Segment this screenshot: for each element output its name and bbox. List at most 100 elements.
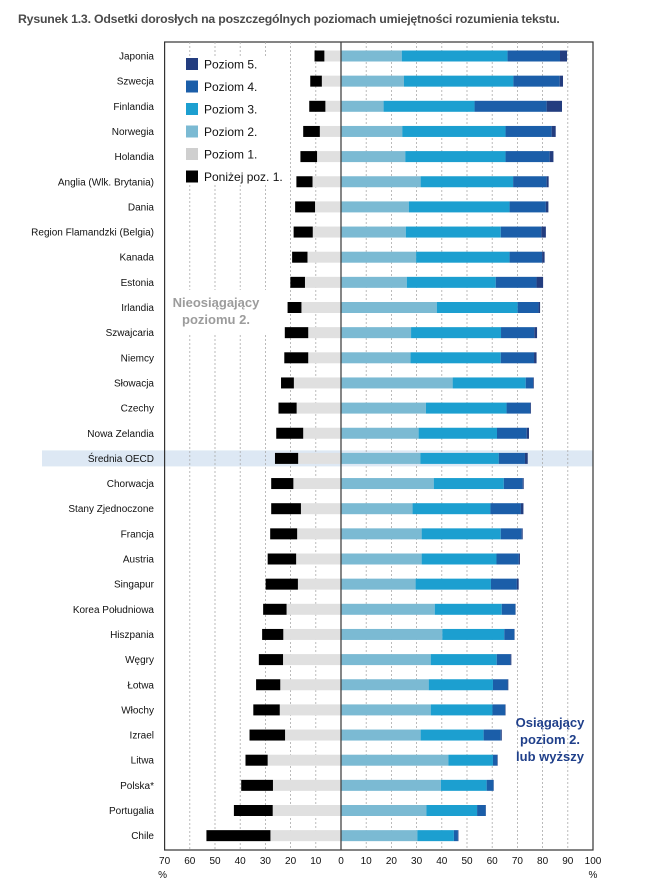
bar-segment <box>278 402 297 414</box>
category-label: Finlandia <box>113 102 154 113</box>
category-label: Anglia (Wlk. Brytania) <box>58 177 154 188</box>
legend-label: Poziom 5. <box>204 58 257 72</box>
bar-segment <box>405 151 506 163</box>
bar-segment <box>284 352 309 364</box>
bar-segment <box>415 578 491 590</box>
x-tick-label: 40 <box>235 856 247 867</box>
bar-segment <box>411 327 502 339</box>
bar-segment <box>421 553 497 565</box>
bar-segment <box>245 754 268 766</box>
x-tick-label: 0 <box>338 856 344 867</box>
bar-segment <box>283 628 341 640</box>
bar-segment <box>341 578 416 590</box>
bar-segment <box>457 830 459 842</box>
bar-segment <box>416 251 510 263</box>
bar-segment <box>206 830 271 842</box>
bar-segment <box>530 402 532 414</box>
category-label: Włochy <box>121 705 154 716</box>
bar-segment <box>496 553 519 565</box>
bar-segment <box>533 377 534 389</box>
bar-segment <box>296 176 313 188</box>
bar-segment <box>319 125 341 137</box>
bar-segment <box>293 226 313 238</box>
bar-segment <box>440 779 487 791</box>
bar-segment <box>321 75 341 87</box>
category-label: Średnia OECD <box>88 452 154 465</box>
bar-segment <box>526 427 529 439</box>
bar-segment <box>513 75 560 87</box>
bar-segment <box>505 704 506 716</box>
bar-segment <box>341 125 403 137</box>
bar-segment <box>412 503 491 515</box>
bar-segment <box>501 603 516 615</box>
bar-segment <box>549 151 554 163</box>
bar-segment <box>271 478 294 490</box>
bar-segment <box>504 628 515 640</box>
bar-segment <box>383 100 475 112</box>
bar-segment <box>304 276 341 288</box>
bar-segment <box>267 553 297 565</box>
x-tick-label: 20 <box>386 856 398 867</box>
bar-segment <box>453 830 458 842</box>
bar-segment <box>341 628 443 640</box>
bar-segment <box>483 729 501 741</box>
bar-segment <box>279 704 341 716</box>
bar-segment <box>495 276 537 288</box>
bar-segment <box>298 452 341 464</box>
annotation-not-reaching-level-2: poziomu 2. <box>182 312 250 327</box>
bar-segment <box>341 226 406 238</box>
category-label: Szwajcaria <box>106 328 155 339</box>
bar-segment <box>341 427 419 439</box>
x-tick-label: 50 <box>209 856 221 867</box>
bar-segment <box>500 729 502 741</box>
bar-segment <box>510 654 512 666</box>
bar-segment <box>341 100 384 112</box>
bar-segment <box>341 729 421 741</box>
bar-segment <box>428 679 493 691</box>
x-tick-label: 100 <box>585 856 602 867</box>
bar-segment <box>525 377 534 389</box>
bar-segment <box>303 125 320 137</box>
bar-segment <box>297 528 341 540</box>
bar-segment <box>492 704 506 716</box>
bar-segment <box>506 402 531 414</box>
bar-segment <box>545 201 549 213</box>
bar-segment <box>341 402 426 414</box>
bar-segment <box>538 302 541 313</box>
bar-segment <box>287 302 302 313</box>
bar-segment <box>309 100 326 112</box>
category-label: Chile <box>131 831 154 842</box>
bar-segment <box>474 100 547 112</box>
category-label: Japonia <box>119 52 154 63</box>
bar-segment <box>241 779 273 791</box>
category-label: Słowacja <box>114 378 154 389</box>
legend-swatch <box>186 80 198 93</box>
legend-swatch <box>186 58 198 70</box>
bar-segment <box>297 578 341 590</box>
bar-segment <box>283 654 341 666</box>
category-label: Szwecja <box>117 77 155 88</box>
x-tick-label: 40 <box>436 856 448 867</box>
legend-label: Poziom 1. <box>204 148 257 162</box>
category-label: Holandia <box>115 152 155 163</box>
bar-segment <box>307 251 341 263</box>
bar-segment <box>341 151 406 163</box>
bar-segment <box>341 50 402 62</box>
bar-segment <box>452 377 526 389</box>
bar-segment <box>314 50 325 62</box>
legend-label: Poziom 3. <box>204 103 257 117</box>
category-label: Izrael <box>130 731 154 742</box>
bar-segment <box>281 377 294 389</box>
x-tick-label: 10 <box>310 856 322 867</box>
bar-segment <box>253 704 280 716</box>
bar-segment <box>509 251 543 263</box>
bar-segment <box>500 352 535 364</box>
bar-segment <box>517 302 539 313</box>
bar-segment <box>296 553 341 565</box>
bar-segment <box>486 779 494 791</box>
bar-segment <box>418 427 497 439</box>
category-label: Irlandia <box>121 303 154 314</box>
bar-segment <box>546 176 549 188</box>
bar-segment <box>402 125 506 137</box>
bar-segment <box>513 176 547 188</box>
